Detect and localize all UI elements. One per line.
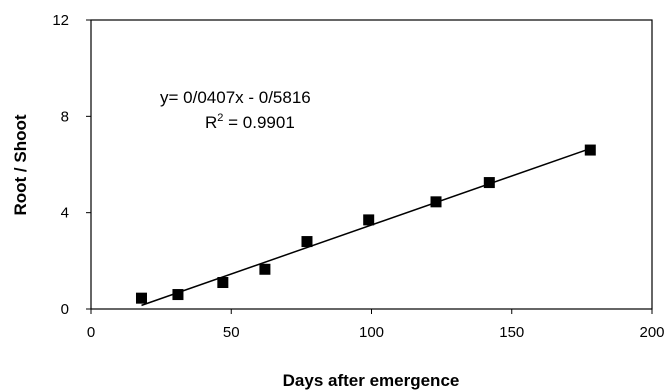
x-tick-label: 200: [639, 324, 664, 341]
x-tick-label: 150: [499, 324, 524, 341]
data-point: [135, 292, 147, 304]
y-tick-label: 12: [52, 12, 69, 29]
r-squared-prefix: R: [205, 113, 217, 132]
x-tick-label: 0: [87, 324, 95, 341]
y-tick-label: 0: [61, 301, 69, 318]
r-squared-superscript: 2: [217, 112, 223, 124]
y-axis-ticks: 0 4 8 12: [52, 12, 91, 318]
y-axis-title: Root / Shoot: [11, 114, 30, 215]
data-point: [217, 277, 229, 289]
x-tick-label: 50: [223, 324, 240, 341]
data-point: [430, 196, 442, 208]
plot-area: [90, 19, 653, 310]
data-point: [363, 214, 375, 226]
data-points: [135, 144, 596, 304]
data-point: [172, 289, 184, 301]
trendline-group: [141, 147, 591, 307]
trendline-equation: y= 0/0407x - 0/5816: [160, 88, 311, 107]
x-axis-ticks: 0 50 100 150 200: [87, 309, 665, 341]
y-tick-label: 4: [61, 205, 69, 222]
r-squared-label: R2 = 0.9901: [205, 112, 295, 132]
data-point: [301, 236, 313, 248]
y-tick-label: 8: [61, 108, 69, 125]
data-point: [259, 263, 271, 275]
trendline: [141, 147, 591, 307]
x-axis-title: Days after emergence: [283, 371, 460, 390]
r-squared-value: = 0.9901: [223, 113, 294, 132]
x-tick-label: 100: [359, 324, 384, 341]
data-point: [483, 177, 495, 189]
data-point: [584, 144, 596, 156]
